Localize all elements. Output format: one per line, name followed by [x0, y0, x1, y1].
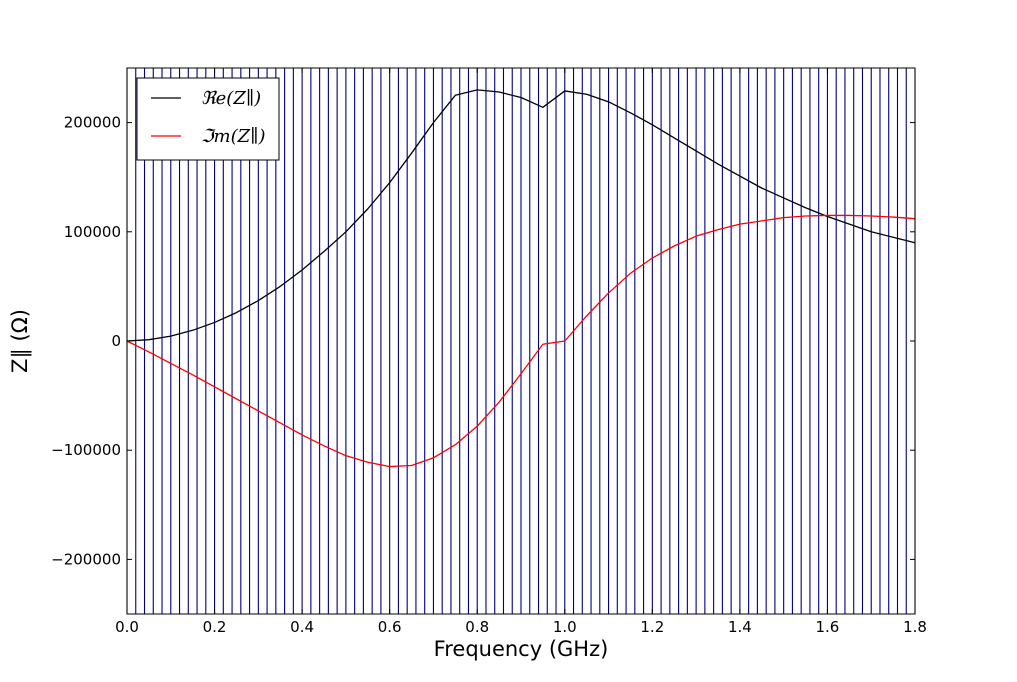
y-axis-label: Z∥ (Ω) [8, 309, 32, 373]
legend-label: ℑm(Z∥) [201, 126, 266, 147]
y-tick-label: −100000 [51, 441, 121, 459]
y-tick-label: −200000 [51, 550, 121, 568]
tick-labels: 0.0 0.2 0.4 0.6 0.8 1.0 1.2 1.4 1.6 1.8 −200000 −10… [51, 114, 927, 636]
x-tick-label: 0.0 [115, 618, 139, 636]
y-tick-label: 0 [111, 332, 121, 350]
ticks [126, 68, 916, 614]
x-tick-label: 1.6 [816, 618, 840, 636]
y-tick-label: 100000 [64, 223, 121, 241]
x-tick-label: 0.4 [290, 618, 314, 636]
x-tick-label: 1.4 [728, 618, 752, 636]
series-layer [126, 89, 916, 468]
series-line-imag [126, 214, 916, 468]
x-tick-label: 0.6 [378, 618, 402, 636]
x-tick-label: 0.2 [203, 618, 227, 636]
x-tick-label: 1.8 [903, 618, 927, 636]
x-tick-label: 1.0 [553, 618, 577, 636]
y-tick-label: 200000 [64, 114, 121, 132]
x-axis-label: Frequency (GHz) [434, 637, 609, 661]
x-tick-label: 0.8 [465, 618, 489, 636]
legend: ℜe(Z∥) ℑm(Z∥) [136, 77, 280, 161]
legend-label: ℜe(Z∥) [201, 88, 261, 109]
legend-box [136, 77, 280, 161]
series-line-real [126, 89, 916, 342]
x-tick-label: 1.2 [640, 618, 664, 636]
